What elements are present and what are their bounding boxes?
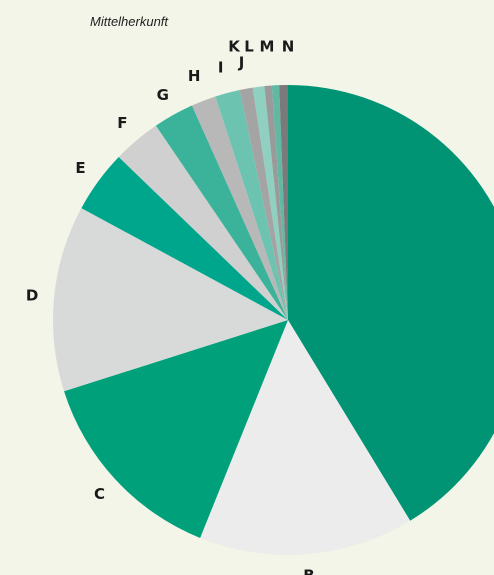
slice-label: D (26, 286, 38, 304)
slice-label: F (117, 114, 127, 132)
pie-slice (271, 85, 288, 320)
pie-slice (81, 156, 289, 320)
slice-label: B (303, 567, 314, 575)
pie-slice (155, 105, 288, 320)
slice-label: E (75, 159, 85, 177)
pie-slice (215, 90, 288, 321)
slice-label: G (157, 86, 169, 104)
slice-label: L (244, 38, 254, 56)
slice-label: K (228, 38, 241, 56)
pie-slice (252, 86, 288, 320)
pie-slice (264, 85, 288, 320)
pie-slice (279, 85, 288, 320)
chart-title: Mittelherkunft (90, 14, 169, 29)
pie-slice (191, 96, 288, 321)
slice-label: H (188, 67, 201, 85)
slice-label: I (218, 58, 224, 76)
slice-label: M (260, 38, 275, 56)
pie-slice (288, 85, 494, 521)
slice-label: N (282, 38, 295, 56)
pie-slice (64, 320, 288, 538)
pie-slice (52, 208, 288, 392)
pie-slice (118, 125, 288, 320)
slice-label: C (94, 485, 105, 503)
slice-label: J (238, 54, 245, 72)
pie-slice (239, 87, 288, 320)
pie-slice (200, 320, 411, 555)
